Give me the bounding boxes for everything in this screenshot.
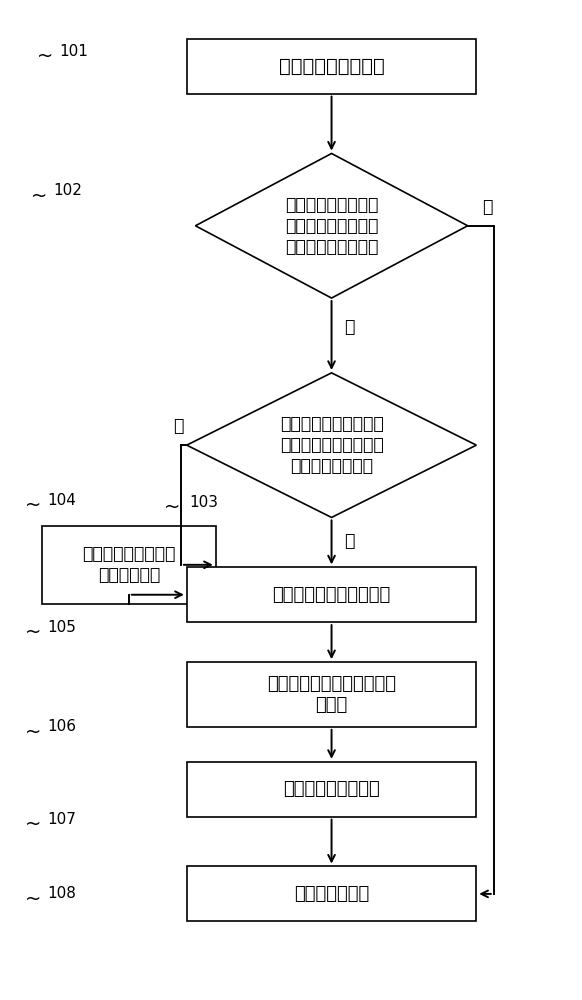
FancyBboxPatch shape xyxy=(42,526,216,604)
Text: 107: 107 xyxy=(48,812,77,827)
Text: 101: 101 xyxy=(59,44,88,59)
FancyBboxPatch shape xyxy=(187,39,476,94)
Text: 胎心率报警范围自动调节: 胎心率报警范围自动调节 xyxy=(272,586,391,604)
Text: 102: 102 xyxy=(54,183,83,198)
Text: ~: ~ xyxy=(25,722,41,741)
Text: 判断设置的胎心率报
警范围是否与默认的
胎心率报警范围相同: 判断设置的胎心率报 警范围是否与默认的 胎心率报警范围相同 xyxy=(285,196,378,256)
Text: 106: 106 xyxy=(48,719,77,734)
FancyBboxPatch shape xyxy=(187,762,476,817)
Text: ~: ~ xyxy=(164,498,180,517)
Text: 否: 否 xyxy=(173,417,184,435)
Text: ~: ~ xyxy=(25,889,41,908)
Text: ~: ~ xyxy=(25,815,41,834)
Text: 104: 104 xyxy=(48,493,77,508)
Text: 打印胎心率曲线: 打印胎心率曲线 xyxy=(294,885,369,903)
Polygon shape xyxy=(196,153,468,298)
Text: 108: 108 xyxy=(48,886,77,901)
Text: 对设置的胎心率报警
范围进行调整: 对设置的胎心率报警 范围进行调整 xyxy=(82,545,176,584)
FancyBboxPatch shape xyxy=(187,662,476,727)
Text: 否: 否 xyxy=(344,318,354,336)
Text: 是: 是 xyxy=(344,532,354,550)
Text: 胎心率报警范围设置: 胎心率报警范围设置 xyxy=(279,57,385,76)
FancyBboxPatch shape xyxy=(187,567,476,622)
Text: 对中央站胎心率报警范围进
行更新: 对中央站胎心率报警范围进 行更新 xyxy=(267,675,396,714)
Text: 胎心率报警范围显示: 胎心率报警范围显示 xyxy=(283,780,380,798)
Text: ~: ~ xyxy=(31,186,47,205)
Text: 是: 是 xyxy=(482,198,492,216)
Text: ~: ~ xyxy=(25,495,41,514)
FancyBboxPatch shape xyxy=(187,866,476,921)
Polygon shape xyxy=(187,373,476,517)
Text: 103: 103 xyxy=(190,495,219,510)
Text: ~: ~ xyxy=(37,47,53,66)
Text: 105: 105 xyxy=(48,620,77,635)
Text: 判断设置的胎心率报警
范围是否置于系统设定
的安全胎心率范围: 判断设置的胎心率报警 范围是否置于系统设定 的安全胎心率范围 xyxy=(280,415,384,475)
Text: ~: ~ xyxy=(25,623,41,642)
